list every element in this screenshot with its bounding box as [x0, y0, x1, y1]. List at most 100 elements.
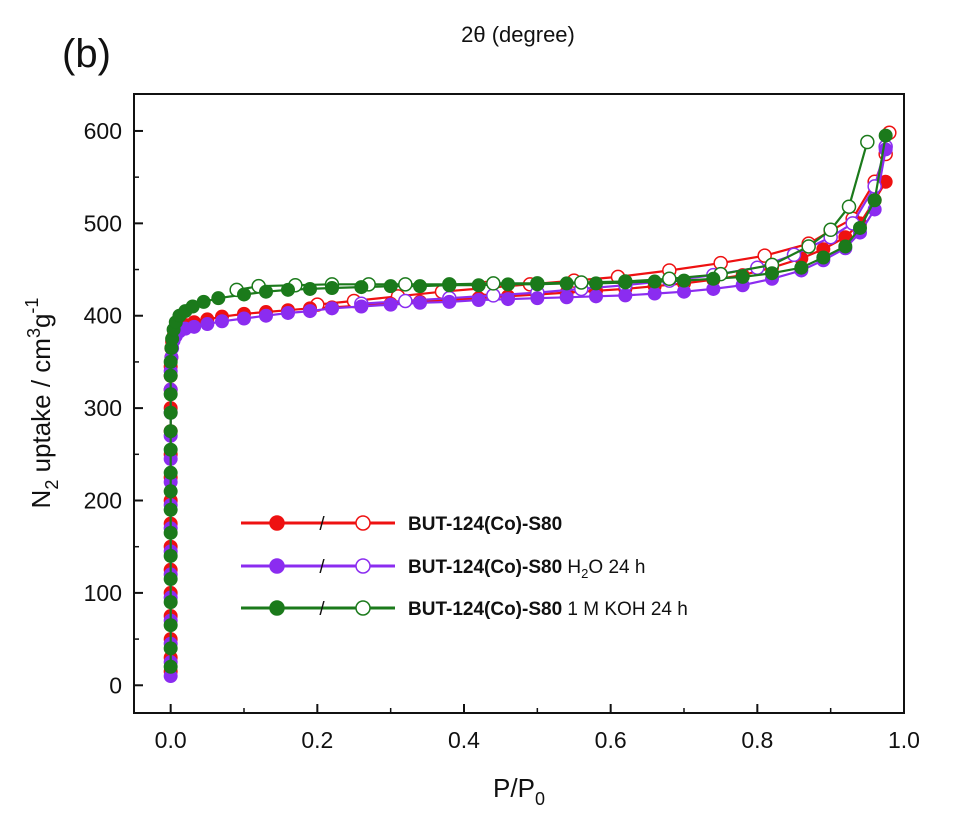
legend-entry-3: / BUT-124(Co)-S80 1 M KOH 24 h — [241, 599, 688, 620]
adsorption-point — [647, 274, 662, 289]
legend-suffix-3: 1 M KOH 24 h — [562, 599, 688, 620]
x-tick-label: 0.2 — [301, 727, 333, 753]
adsorption-point — [163, 442, 178, 457]
x-tick-label: 0.8 — [741, 727, 773, 753]
legend-name-2: BUT-124(Co)-S80 — [408, 557, 562, 578]
adsorption-point — [501, 292, 515, 307]
legend-suffix-2-pre: H — [562, 557, 581, 578]
legend-name-1: BUT-124(Co)-S80 — [408, 514, 562, 535]
legend-separator-2: / — [319, 557, 325, 578]
adsorption-point — [163, 502, 178, 517]
series-1 — [163, 125, 897, 679]
x-tick-label: 0.4 — [448, 727, 480, 753]
adsorption-point — [706, 271, 721, 286]
legend-marker-open-3 — [355, 600, 371, 616]
y-axis-title-sub: 2 — [42, 480, 62, 490]
adsorption-point — [530, 277, 545, 292]
adsorption-point — [878, 142, 893, 157]
legend: / BUT-124(Co)-S80 / BUT-124(Co)-S80 H2O … — [241, 514, 688, 620]
legend-entry-2: / BUT-124(Co)-S80 H2O 24 h — [241, 557, 645, 581]
y-axis-title-post: g — [26, 314, 56, 328]
adsorption-point — [163, 387, 178, 402]
adsorption-point — [765, 266, 779, 281]
adsorption-point — [163, 641, 178, 656]
adsorption-point — [281, 305, 295, 320]
adsorption-point — [735, 269, 750, 284]
legend-marker-filled-3 — [269, 600, 285, 616]
y-tick-label: 500 — [84, 210, 122, 236]
adsorption-point — [647, 286, 662, 301]
desorption-point — [574, 275, 589, 290]
adsorption-point — [559, 290, 574, 305]
adsorption-point — [471, 293, 486, 308]
legend-separator-3: / — [319, 599, 325, 620]
adsorption-point — [163, 525, 178, 540]
adsorption-point — [325, 281, 339, 296]
plot-frame — [133, 93, 905, 714]
legend-suffix-2-sub: 2 — [581, 566, 588, 581]
y-axis-title-sup2: -1 — [22, 298, 42, 314]
adsorption-point — [163, 572, 178, 587]
y-tick-label: 300 — [84, 395, 122, 421]
y-tick-label: 200 — [84, 488, 122, 514]
y-axis-title-mid: uptake / cm — [26, 338, 56, 480]
adsorption-point — [878, 128, 893, 143]
desorption-point — [662, 271, 677, 287]
adsorption-point — [589, 276, 603, 291]
legend-label-3: BUT-124(Co)-S80 1 M KOH 24 h — [408, 599, 688, 620]
adsorption-point — [618, 275, 633, 290]
adsorption-point — [383, 279, 398, 294]
adsorption-point — [816, 250, 831, 265]
adsorption-point — [471, 278, 486, 293]
legend-marker-filled-2 — [269, 558, 285, 574]
legend-suffix-2-post: O 24 h — [588, 557, 645, 578]
adsorption-point — [163, 465, 178, 480]
desorption-point — [867, 179, 882, 194]
y-tick-label: 600 — [84, 118, 122, 144]
y-axis-title-sup1: 3 — [24, 328, 44, 338]
desorption-point — [841, 199, 857, 214]
desorption-point — [486, 276, 501, 291]
adsorption-point — [215, 314, 229, 329]
y-tick-label: 0 — [109, 672, 122, 698]
adsorption-point — [163, 484, 178, 499]
y-axis-title: N2 uptake / cm3g-1 — [22, 298, 62, 509]
adsorption-point — [618, 288, 633, 303]
adsorption-point — [303, 304, 317, 319]
x-axis-title-sub: 0 — [535, 789, 545, 809]
series-3 — [163, 128, 893, 674]
adsorption-point — [281, 282, 295, 297]
adsorption-point — [196, 294, 211, 309]
desorption-point — [801, 239, 816, 254]
adsorption-point — [163, 659, 178, 674]
legend-marker-open-1 — [355, 515, 371, 531]
x-tick-label: 0.0 — [155, 727, 187, 753]
adsorption-point — [442, 294, 457, 309]
adsorption-point — [237, 311, 251, 326]
adsorption-point — [589, 289, 603, 304]
adsorption-point — [259, 284, 273, 299]
legend-name-3: BUT-124(Co)-S80 — [408, 599, 562, 620]
x-tick-label: 0.6 — [595, 727, 627, 753]
adsorption-line — [169, 181, 887, 672]
adsorption-point — [163, 354, 178, 369]
adsorption-point — [677, 273, 691, 288]
desorption-point — [823, 222, 838, 238]
adsorption-point — [413, 279, 427, 294]
adsorption-point — [303, 281, 317, 296]
y-tick-label: 100 — [84, 580, 122, 606]
x-axis-title: P/P0 — [493, 773, 545, 809]
adsorption-point — [163, 424, 178, 439]
adsorption-point — [200, 317, 215, 332]
legend-label-1: BUT-124(Co)-S80 — [408, 514, 562, 535]
adsorption-point — [794, 260, 809, 275]
adsorption-point — [354, 280, 369, 295]
adsorption-point — [325, 301, 339, 316]
desorption-point — [398, 293, 413, 309]
adsorption-point — [163, 618, 178, 633]
adsorption-point — [501, 277, 515, 292]
x-tick-label: 1.0 — [888, 727, 920, 753]
adsorption-point — [838, 239, 853, 254]
legend-label-2: BUT-124(Co)-S80 H2O 24 h — [408, 557, 645, 581]
